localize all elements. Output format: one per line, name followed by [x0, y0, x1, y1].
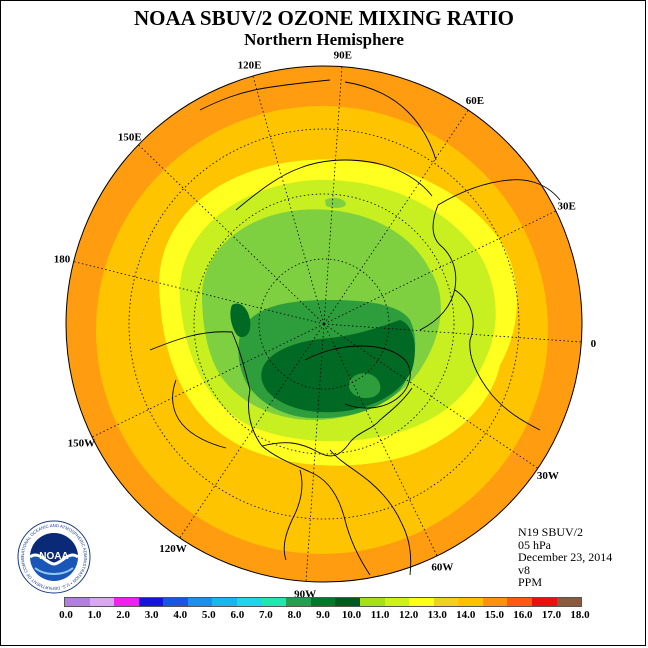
- chart-title: NOAA SBUV/2 OZONE MIXING RATIO: [134, 6, 514, 30]
- colorbar-tick-label: 5.0: [201, 609, 216, 621]
- colorbar-tick-label: 16.0: [513, 609, 533, 621]
- colorbar: [64, 597, 582, 607]
- colorbar-tick-label: 11.0: [370, 609, 390, 621]
- colorbar-segment: [507, 598, 532, 606]
- longitude-label: 30W: [537, 470, 559, 482]
- colorbar-segment: [310, 598, 336, 606]
- colorbar-segment: [237, 598, 262, 606]
- meridian-line: [73, 261, 325, 325]
- colorbar-segment: [359, 598, 385, 606]
- longitude-label: 120E: [238, 59, 262, 71]
- colorbar-segment: [163, 598, 188, 606]
- meridian-line: [323, 323, 539, 469]
- colorbar-tick-label: 18.0: [570, 609, 590, 621]
- level-label: 05 hPa: [518, 537, 551, 552]
- meridian-line: [138, 144, 325, 325]
- colorbar-tick-label: 8.0: [287, 609, 302, 621]
- longitude-label: 90E: [334, 50, 352, 62]
- date-label: December 23, 2014: [518, 550, 613, 564]
- meridian-line: [179, 323, 325, 539]
- colorbar-segment: [335, 598, 360, 606]
- version-label: v8: [518, 562, 530, 577]
- meridian-line: [91, 323, 325, 438]
- colorbar-tick-label: 14.0: [456, 609, 476, 621]
- colorbar-tick-label: 4.0: [173, 609, 188, 621]
- meridian-line: [252, 75, 325, 325]
- info-block: N19 SBUV/2 05 hPa December 23, 2014 v8 P…: [518, 526, 612, 589]
- meridian-line: [305, 323, 325, 582]
- colorbar-segment: [286, 598, 311, 606]
- coastlines: [149, 79, 561, 576]
- satellite-label: N19 SBUV/2: [518, 525, 584, 539]
- svg-text:NOAA: NOAA: [39, 551, 68, 562]
- colorbar-segment: [531, 598, 557, 606]
- longitude-label: 60W: [431, 562, 453, 574]
- meridian-line: [323, 66, 343, 325]
- colorbar-segment: [433, 598, 459, 606]
- chart-subtitle: Northern Hemisphere: [244, 30, 404, 49]
- latlon-grid: [128, 128, 520, 520]
- colorbar-tick-label: 0.0: [59, 609, 73, 621]
- colorbar-tick-label: 10.0: [341, 609, 362, 621]
- colorbar-segment: [114, 598, 139, 606]
- colorbar-tick-label: 15.0: [484, 609, 504, 621]
- colorbar-tick-label: 7.0: [259, 609, 273, 621]
- colorbar-segment: [409, 598, 434, 606]
- colorbar-tick-label: 9.0: [316, 609, 330, 621]
- colorbar-segment: [458, 598, 483, 606]
- longitude-label: 0: [591, 338, 597, 350]
- meridian-line: [323, 109, 469, 325]
- colorbar-segment: [384, 598, 410, 606]
- longitude-label: 120W: [159, 543, 187, 555]
- units-label: PPM: [518, 575, 543, 589]
- colorbar-segment: [482, 598, 508, 606]
- noaa-logo: NATIONAL OCEANIC AND ATMOSPHERIC ADMINIS…: [17, 520, 91, 594]
- colorbar-tick-label: 1.0: [87, 609, 102, 621]
- meridian-line: [323, 323, 438, 557]
- meridian-line: [323, 210, 557, 325]
- colorbar-tick-label: 3.0: [144, 609, 159, 621]
- meridian-line: [323, 323, 582, 343]
- longitude-label: 60E: [466, 95, 484, 107]
- colorbar-segment: [138, 598, 164, 606]
- colorbar-segment: [89, 598, 115, 606]
- colorbar-segment: [556, 598, 582, 606]
- colorbar-segment: [261, 598, 287, 606]
- colorbar-segment: [187, 598, 213, 606]
- longitude-label: 30E: [558, 201, 576, 213]
- meridian-lines: [73, 66, 582, 582]
- colorbar-segment: [65, 598, 90, 606]
- colorbar-tick-label: 13.0: [427, 609, 447, 621]
- colorbar-tick-label: 17.0: [541, 609, 562, 621]
- longitude-label: 150E: [118, 131, 142, 143]
- longitude-label: 180: [54, 254, 71, 266]
- colorbar-segment: [212, 598, 238, 606]
- ozone-field: [66, 66, 582, 582]
- map-boundary: [65, 65, 583, 583]
- colorbar-tick-label: 2.0: [116, 609, 130, 621]
- colorbar-tick-label: 12.0: [399, 609, 419, 621]
- longitude-label: 150W: [68, 437, 96, 449]
- colorbar-tick-label: 6.0: [230, 609, 245, 621]
